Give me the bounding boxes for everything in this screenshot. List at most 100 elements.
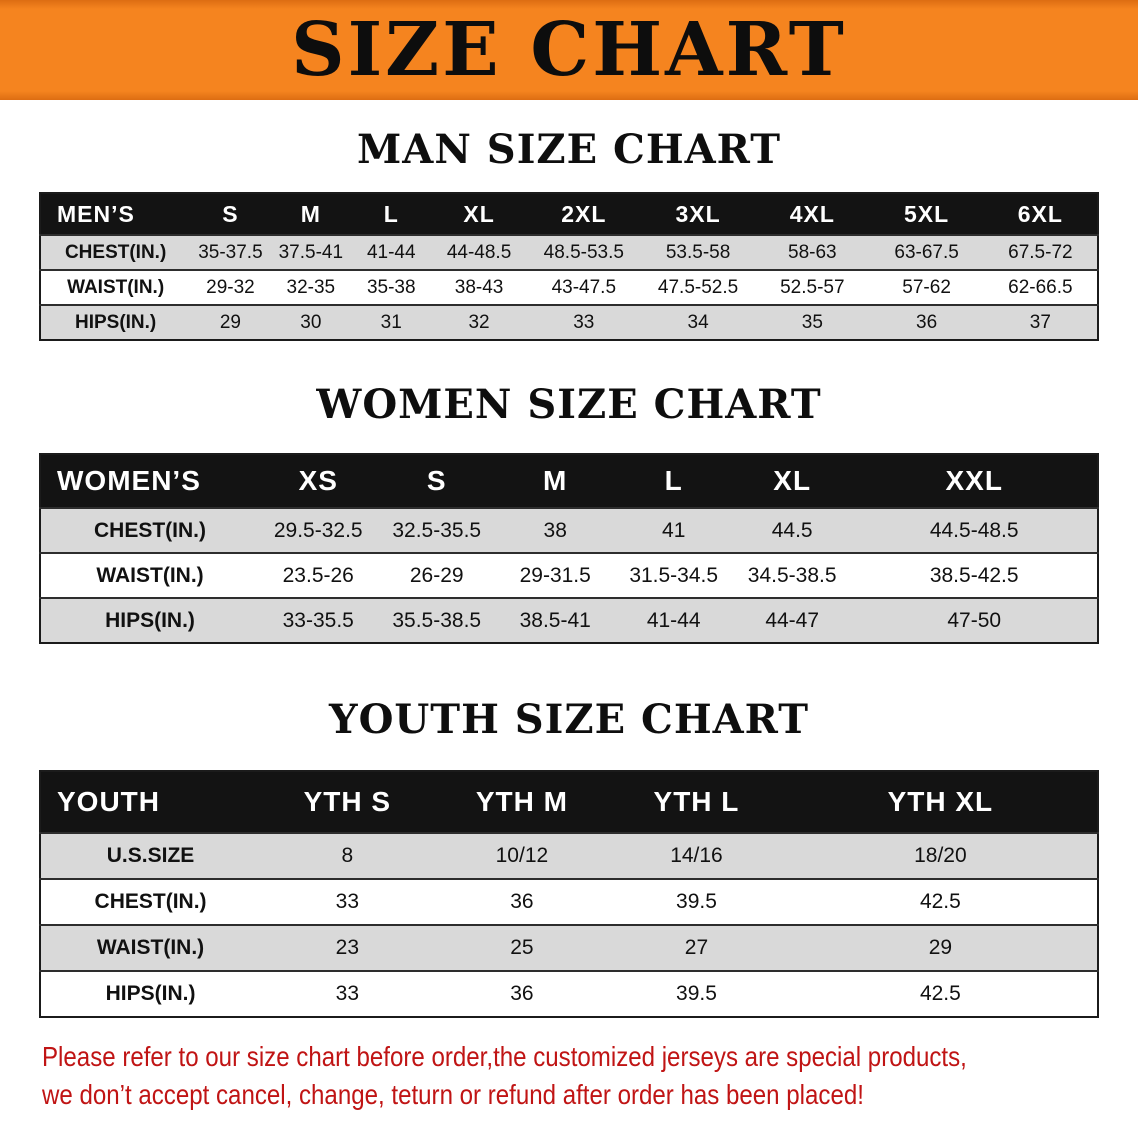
size-value: 47-50	[851, 597, 1098, 643]
size-value: 44-47	[732, 597, 852, 643]
size-value: 67.5-72	[983, 234, 1098, 270]
size-header-cell: 5XL	[869, 193, 984, 235]
size-header-cell: 2XL	[526, 193, 641, 235]
size-value: 33	[260, 970, 435, 1017]
size-value: 10/12	[434, 832, 610, 879]
size-header-cell: 3XL	[640, 193, 756, 235]
table-header-row: YOUTH YTH S YTH M YTH L YTH XL	[40, 771, 1098, 833]
size-value: 29-32	[190, 269, 271, 305]
size-value: 31	[351, 304, 432, 340]
size-value: 38	[495, 507, 615, 553]
size-value: 44-48.5	[431, 234, 527, 270]
measurement-row: HIPS(IN.) 33 36 39.5 42.5	[40, 970, 1098, 1017]
measurement-row: U.S.SIZE 8 10/12 14/16 18/20	[40, 832, 1098, 879]
size-value: 58-63	[755, 234, 870, 270]
size-header-cell: M	[270, 193, 352, 235]
size-value: 63-67.5	[869, 234, 984, 270]
size-value: 35-38	[351, 269, 432, 305]
size-value: 38.5-42.5	[851, 552, 1098, 598]
size-header-cell: XL	[732, 454, 852, 508]
notice-line-1: Please refer to our size chart before or…	[42, 1041, 967, 1072]
size-value: 41	[614, 507, 733, 553]
size-header-cell: 6XL	[983, 193, 1098, 235]
size-value: 32	[431, 304, 527, 340]
size-value: 53.5-58	[640, 234, 756, 270]
size-header-cell: L	[351, 193, 432, 235]
page-title: SIZE CHART	[291, 7, 847, 93]
size-header-cell: S	[190, 193, 271, 235]
size-value: 38-43	[431, 269, 527, 305]
size-header-cell: YTH S	[260, 771, 435, 833]
youth-size-table: YOUTH YTH S YTH M YTH L YTH XL U.S.SIZE 8 10/12…	[39, 770, 1099, 1018]
size-value: 47.5-52.5	[640, 269, 756, 305]
measurement-row: CHEST(IN.) 29.5-32.5 32.5-35.5 38 41 44.5 44.5…	[40, 507, 1098, 553]
size-value: 42.5	[783, 970, 1098, 1017]
size-value: 29.5-32.5	[259, 507, 378, 553]
size-value: 29	[190, 304, 271, 340]
size-value: 25	[434, 924, 610, 971]
size-value: 31.5-34.5	[614, 552, 733, 598]
row-label: CHEST(IN.)	[40, 878, 261, 925]
size-value: 36	[434, 970, 610, 1017]
size-value: 62-66.5	[983, 269, 1098, 305]
size-value: 18/20	[783, 832, 1098, 879]
size-value: 32-35	[270, 269, 352, 305]
footer-notice: Please refer to our size chart before or…	[42, 1038, 1138, 1114]
row-label: WAIST(IN.)	[40, 269, 191, 305]
size-header-cell: YTH XL	[783, 771, 1098, 833]
size-value: 41-44	[614, 597, 733, 643]
size-header-cell: YTH L	[609, 771, 784, 833]
table-header-row: WOMEN’S XS S M L XL XXL	[40, 454, 1098, 508]
size-header-cell: S	[377, 454, 496, 508]
size-value: 23	[260, 924, 435, 971]
size-value: 29-31.5	[495, 552, 615, 598]
size-value: 42.5	[783, 878, 1098, 925]
row-label: HIPS(IN.)	[40, 970, 261, 1017]
size-value: 41-44	[351, 234, 432, 270]
man-size-section: MAN SIZE CHART MEN’S S M L XL 2XL 3XL 4XL 5XL 6XL…	[0, 126, 1138, 341]
row-label: WAIST(IN.)	[40, 924, 261, 971]
size-value: 29	[783, 924, 1098, 971]
measurement-row: CHEST(IN.) 35-37.5 37.5-41 41-44 44-48.5 48.5…	[40, 234, 1098, 270]
size-value: 37.5-41	[270, 234, 352, 270]
size-header-cell: XL	[431, 193, 527, 235]
size-value: 35	[755, 304, 870, 340]
size-header-cell: XS	[259, 454, 378, 508]
size-value: 44.5-48.5	[851, 507, 1098, 553]
size-value: 39.5	[609, 878, 784, 925]
size-value: 48.5-53.5	[526, 234, 641, 270]
table-header-row: MEN’S S M L XL 2XL 3XL 4XL 5XL 6XL	[40, 193, 1098, 235]
measurement-row: CHEST(IN.) 33 36 39.5 42.5	[40, 878, 1098, 925]
size-value: 14/16	[609, 832, 784, 879]
youth-size-heading: YOUTH SIZE CHART	[329, 696, 809, 743]
size-header-cell: L	[614, 454, 733, 508]
size-value: 35-37.5	[190, 234, 271, 270]
size-value: 8	[260, 832, 435, 879]
size-header-cell: XXL	[851, 454, 1098, 508]
size-value: 26-29	[377, 552, 496, 598]
size-value: 27	[609, 924, 784, 971]
row-label: HIPS(IN.)	[40, 597, 259, 643]
size-value: 35.5-38.5	[377, 597, 496, 643]
measurement-row: WAIST(IN.) 23.5-26 26-29 29-31.5 31.5-34.5 34…	[40, 552, 1098, 598]
size-value: 36	[434, 878, 610, 925]
size-value: 30	[270, 304, 352, 340]
man-size-heading: MAN SIZE CHART	[357, 126, 781, 173]
youth-size-section: YOUTH SIZE CHART YOUTH YTH S YTH M YTH L YTH…	[0, 696, 1138, 1018]
size-value: 32.5-35.5	[377, 507, 496, 553]
table-title-cell: MEN’S	[40, 193, 191, 235]
size-value: 36	[869, 304, 984, 340]
table-title-cell: WOMEN’S	[40, 454, 259, 508]
row-label: HIPS(IN.)	[40, 304, 191, 340]
measurement-row: HIPS(IN.) 29 30 31 32 33 34 35 36 37	[40, 304, 1098, 340]
notice-line-2: we don’t accept cancel, change, teturn o…	[42, 1079, 864, 1110]
measurement-row: WAIST(IN.) 23 25 27 29	[40, 924, 1098, 971]
size-value: 39.5	[609, 970, 784, 1017]
womens-size-table: WOMEN’S XS S M L XL XXL CHEST(IN.) 29.5-32.5 32.5…	[39, 453, 1099, 644]
row-label: CHEST(IN.)	[40, 234, 191, 270]
size-header-cell: M	[495, 454, 615, 508]
size-value: 43-47.5	[526, 269, 641, 305]
size-value: 57-62	[869, 269, 984, 305]
size-value: 44.5	[732, 507, 852, 553]
